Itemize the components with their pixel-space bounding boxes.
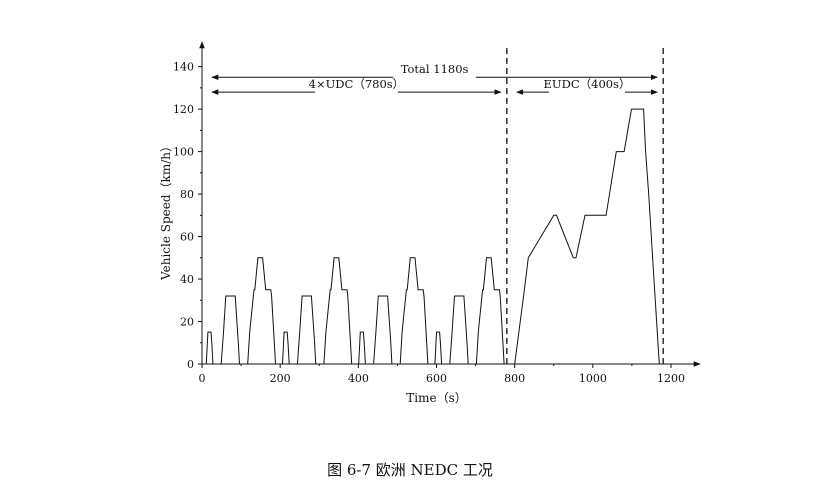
x-tick-label: 1000 [579,372,607,385]
x-axis-label: Time（s） [406,391,466,405]
span-label-bg [549,83,626,98]
y-tick-label: 140 [173,61,194,74]
x-tick-label: 200 [270,372,291,385]
y-tick-label: 20 [180,316,194,329]
speed-profile-line [202,108,664,365]
x-tick-label: 600 [426,372,447,385]
x-tick-label: 0 [199,372,206,385]
span-label: 4×UDC（780s） [309,77,405,91]
span-label-bg [393,68,476,83]
x-tick-label: 800 [504,372,525,385]
y-tick-label: 0 [187,358,194,371]
y-axis-label: Vehicle Speed（km/h） [159,140,173,281]
y-tick-label: 100 [173,146,194,159]
y-tick-label: 120 [173,103,194,116]
span-label: Total 1180s [401,62,469,76]
y-tick-label: 40 [180,273,194,286]
y-tick-label: 60 [180,231,194,244]
figure-caption: 图 6-7 欧洲 NEDC 工况 [327,461,493,479]
y-tick-label: 80 [180,188,194,201]
span-label: EUDC（400s） [544,77,631,91]
x-tick-label: 1200 [657,372,685,385]
span-label-bg [315,83,398,98]
x-tick-label: 400 [348,372,369,385]
